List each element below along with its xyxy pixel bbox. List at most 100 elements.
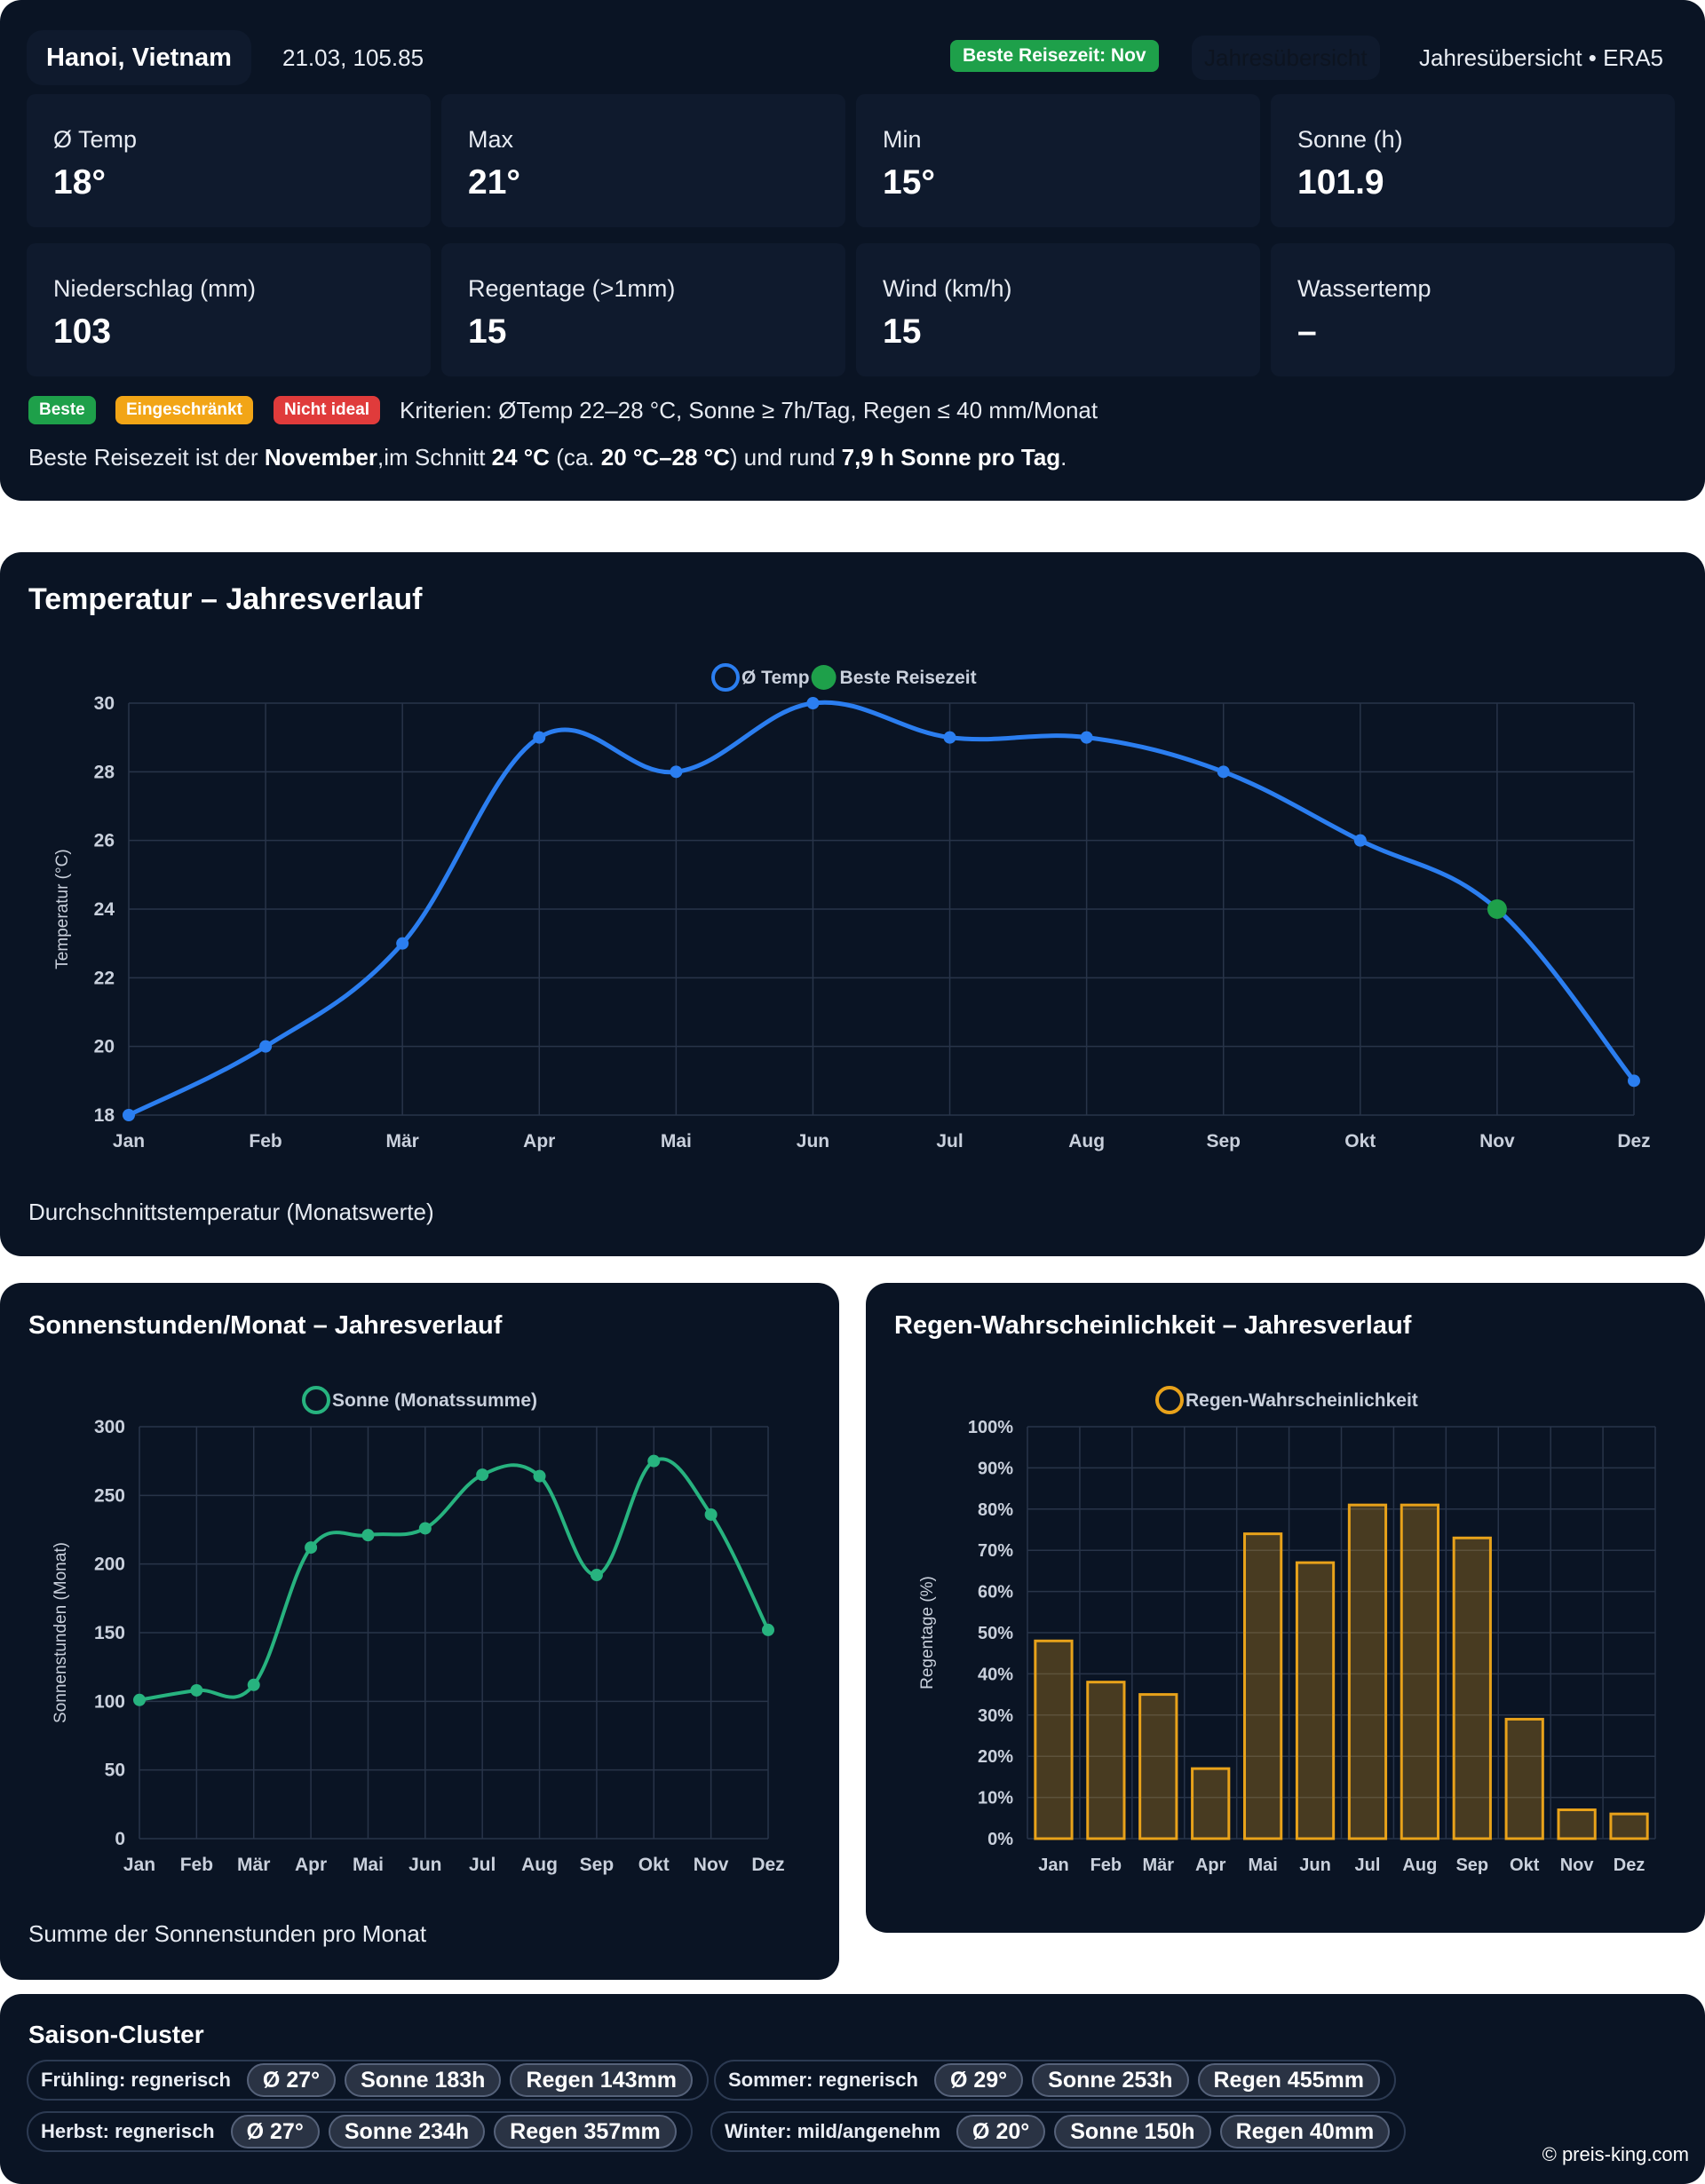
x-tick-label: Jul xyxy=(1355,1856,1381,1875)
x-tick-label: Okt xyxy=(1510,1856,1540,1875)
legend-label: Beste Reisezeit xyxy=(840,668,977,688)
season-cluster-winter: Winter: mild/angenehm Ø 20° Sonne 150h R… xyxy=(710,2111,1407,2152)
season-cluster-autumn: Herbst: regnerisch Ø 27° Sonne 234h Rege… xyxy=(27,2111,693,2152)
sunshine-chart: 0 50 100 150 200 250 300 Jan Feb Mär Apr Mai Jun Jul A… xyxy=(52,1386,785,1875)
data-point xyxy=(247,1678,260,1691)
x-tick-label: Nov xyxy=(1479,1131,1515,1151)
rain-bar xyxy=(1243,1532,1283,1840)
legend-marker xyxy=(302,1386,330,1414)
x-tick-label: Aug xyxy=(1068,1131,1105,1151)
rain-bar xyxy=(1034,1639,1074,1840)
stat-value: 15° xyxy=(883,163,935,202)
stat-label: Max xyxy=(468,126,514,153)
x-tick-label: Sep xyxy=(1455,1856,1488,1875)
y-tick-label: 0 xyxy=(115,1829,125,1849)
rain-probability-chart: 0% 10% 20% 30% 40% 50% 60% 70% 80% 90% 100% Jan Feb M… xyxy=(918,1386,1656,1875)
y-tick-label: 60% xyxy=(978,1583,1013,1602)
summary-panel: Hanoi, Vietnam 21.03, 105.85 Beste Reise… xyxy=(0,0,1705,501)
data-point xyxy=(476,1468,489,1482)
y-tick-label: 80% xyxy=(978,1500,1013,1520)
x-tick-label: Nov xyxy=(1560,1856,1595,1875)
verdict-avg-temp: 24 °C xyxy=(491,444,550,471)
y-tick-label: 26 xyxy=(94,831,115,851)
x-tick-label: Jun xyxy=(1299,1856,1331,1875)
temperature-title: Temperatur – Jahresverlauf xyxy=(28,582,423,616)
stat-value: 21° xyxy=(468,163,520,202)
season-temp-chip: Ø 20° xyxy=(956,2115,1046,2148)
data-point xyxy=(943,731,956,744)
best-time-verdict: Beste Reisezeit ist der November,im Schn… xyxy=(28,444,1067,471)
sunshine-caption: Summe der Sonnenstunden pro Monat xyxy=(28,1920,427,1947)
y-tick-label: 90% xyxy=(978,1459,1013,1478)
x-tick-label: Sep xyxy=(1206,1131,1241,1151)
season-sun-chip: Sonne 183h xyxy=(345,2063,502,2097)
x-tick-label: Jul xyxy=(469,1855,496,1875)
x-tick-label: Feb xyxy=(180,1855,213,1875)
year-overview-tab[interactable]: Jahresübersicht xyxy=(1192,36,1380,80)
rain-bar xyxy=(1504,1717,1544,1840)
x-tick-label: Jun xyxy=(797,1131,829,1151)
x-tick-label: Dez xyxy=(1614,1856,1646,1875)
season-temp-chip: Ø 27° xyxy=(230,2115,320,2148)
stat-rain-days: Regentage (>1mm) 15 xyxy=(441,243,845,376)
stat-max-temp: Max 21° xyxy=(441,94,845,227)
y-tick-label: 40% xyxy=(978,1665,1013,1684)
x-tick-label: Jul xyxy=(936,1131,963,1151)
y-tick-label: 10% xyxy=(978,1789,1013,1808)
coordinates: 21.03, 105.85 xyxy=(282,44,424,71)
season-rain-chip: Regen 455mm xyxy=(1197,2063,1381,2097)
season-rain-chip: Regen 143mm xyxy=(510,2063,693,2097)
stat-label: Wind (km/h) xyxy=(883,275,1012,302)
location-title: Hanoi, Vietnam xyxy=(27,30,251,85)
stat-label: Wassertemp xyxy=(1297,275,1431,302)
verdict-month: November xyxy=(264,444,378,471)
x-tick-label: Feb xyxy=(1090,1856,1122,1875)
best-time-badge: Beste Reisezeit: Nov xyxy=(950,40,1159,72)
y-tick-label: 200 xyxy=(94,1555,125,1575)
season-name: Sommer: regnerisch xyxy=(728,2069,918,2091)
x-tick-label: Mär xyxy=(1143,1856,1175,1875)
legend-label: Sonne (Monatssumme) xyxy=(332,1390,537,1411)
stat-avg-temp: Ø Temp 18° xyxy=(27,94,431,227)
y-tick-label: 100 xyxy=(94,1691,125,1712)
x-tick-label: Feb xyxy=(249,1131,282,1151)
rain-bar xyxy=(1191,1767,1231,1840)
data-point xyxy=(123,1109,135,1121)
season-name: Winter: mild/angenehm xyxy=(725,2120,941,2142)
season-name: Frühling: regnerisch xyxy=(41,2069,231,2091)
temperature-panel: Temperatur – Jahresverlauf 18 20 22 24 26 28 3… xyxy=(0,552,1705,1256)
x-tick-label: Jan xyxy=(123,1855,155,1875)
data-point xyxy=(190,1683,203,1697)
data-point xyxy=(1080,731,1093,744)
legend-pill-best: Beste xyxy=(28,396,96,424)
data-point xyxy=(762,1623,774,1636)
season-temp-chip: Ø 29° xyxy=(933,2063,1024,2097)
season-rain-chip: Regen 357mm xyxy=(494,2115,677,2148)
y-tick-label: 20 xyxy=(94,1037,115,1057)
stat-sunshine: Sonne (h) 101.9 xyxy=(1271,94,1675,227)
x-tick-label: Nov xyxy=(694,1855,729,1875)
stat-label: Niederschlag (mm) xyxy=(53,275,257,302)
sunshine-panel: Sonnenstunden/Monat – Jahresverlauf 0 50 1… xyxy=(0,1283,839,1980)
data-point xyxy=(533,731,546,744)
y-tick-label: 70% xyxy=(978,1541,1013,1561)
data-point xyxy=(533,1469,546,1483)
stat-value: 18° xyxy=(53,163,106,202)
x-tick-label: Jan xyxy=(1038,1856,1068,1875)
stat-label: Min xyxy=(883,126,922,153)
verdict-range: 20 °C–28 °C xyxy=(600,444,730,471)
legend-pill-limited: Eingeschränkt xyxy=(115,396,253,424)
rain-title: Regen-Wahrscheinlichkeit – Jahresverlauf xyxy=(894,1311,1412,1340)
x-tick-label: Jun xyxy=(408,1855,441,1875)
stat-value: 15 xyxy=(468,313,507,351)
stat-label: Regentage (>1mm) xyxy=(468,275,676,302)
rain-bar xyxy=(1295,1561,1336,1840)
copyright-label: © preis-king.com xyxy=(1542,2143,1689,2165)
x-tick-label: Dez xyxy=(751,1855,784,1875)
x-tick-label: Jan xyxy=(113,1131,145,1151)
season-sun-chip: Sonne 150h xyxy=(1054,2115,1211,2148)
x-tick-label: Aug xyxy=(521,1855,558,1875)
data-point xyxy=(647,1454,661,1468)
rain-bar xyxy=(1452,1536,1492,1840)
y-tick-label: 28 xyxy=(94,762,115,782)
